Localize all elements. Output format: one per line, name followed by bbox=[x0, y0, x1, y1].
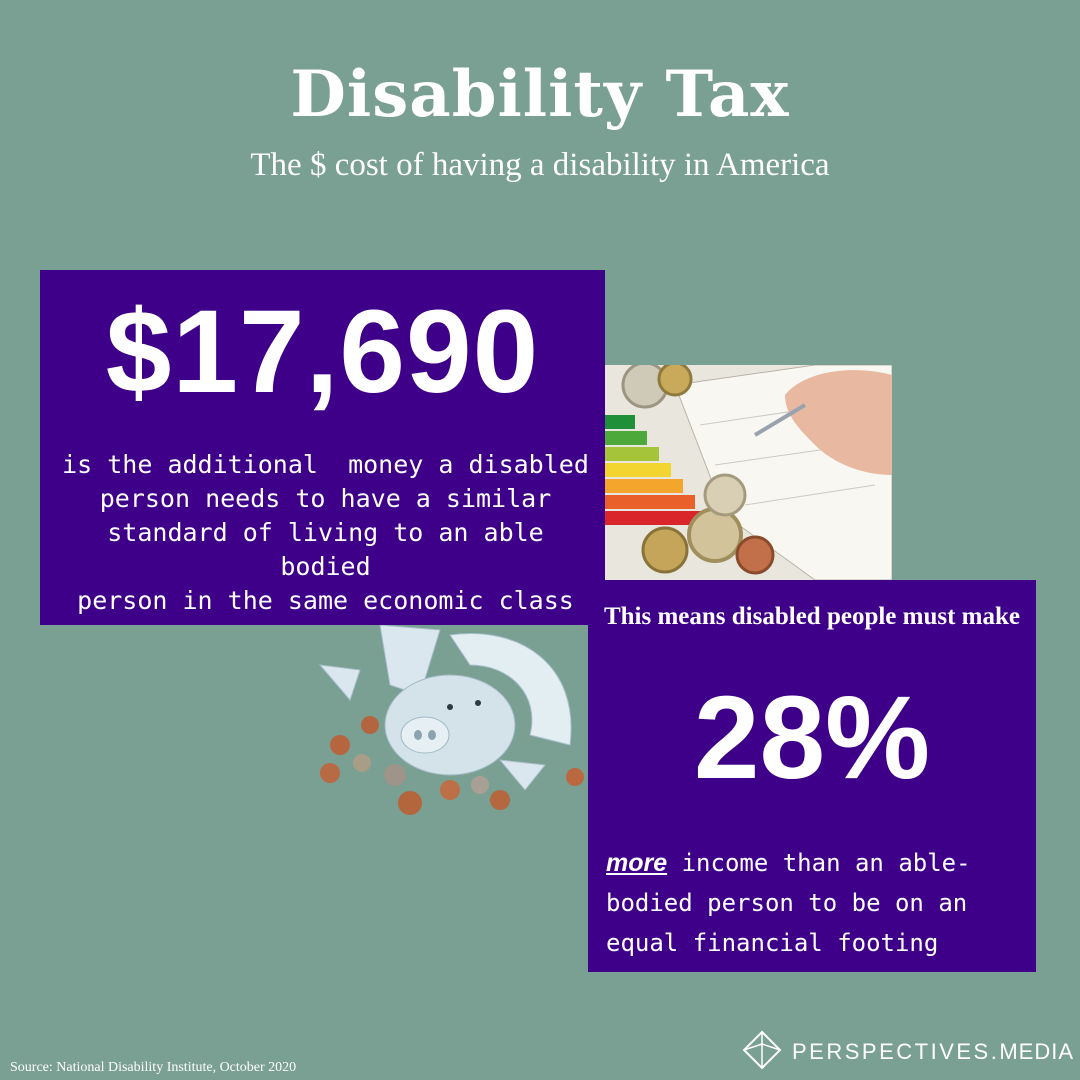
page-subtitle: The $ cost of having a disability in Ame… bbox=[250, 147, 830, 183]
income-percent: 28% bbox=[693, 672, 931, 804]
cost-amount: $17,690 bbox=[105, 286, 540, 418]
income-description-line: equal financial footing bbox=[606, 929, 939, 957]
diamond-logo-icon bbox=[742, 1030, 782, 1074]
income-line-rest: income than an able- bbox=[667, 849, 971, 877]
income-description: more income than an able- bodied person … bbox=[606, 843, 1026, 963]
more-emphasis: more bbox=[606, 849, 668, 877]
brand-prefix: PERSPECTIVES. bbox=[792, 1039, 1000, 1064]
source-citation: Source: National Disability Institute, O… bbox=[10, 1060, 297, 1075]
cost-description-line: person in the same economic class bbox=[77, 586, 574, 615]
broken-piggy-bank-image bbox=[300, 624, 592, 820]
cost-description-line: standard of living to an able bodied bbox=[107, 518, 544, 581]
page-title: Disability Tax bbox=[290, 57, 790, 132]
brand-logo: PERSPECTIVES.MEDIA bbox=[742, 1030, 1074, 1074]
income-card: This means disabled people must make 28%… bbox=[588, 580, 1036, 972]
cost-card: $17,690 is the additional money a disabl… bbox=[40, 270, 605, 625]
cost-description-line: is the additional money a disabled bbox=[62, 450, 589, 479]
income-intro: This means disabled people must make bbox=[603, 603, 1021, 630]
coins-energy-label-photo bbox=[605, 365, 892, 580]
cost-description: is the additional money a disabled perso… bbox=[58, 448, 593, 618]
brand-suffix: MEDIA bbox=[999, 1039, 1075, 1064]
brand-name: PERSPECTIVES.MEDIA bbox=[792, 1039, 1074, 1065]
income-description-line: more income than an able- bbox=[606, 843, 1026, 883]
cost-description-line: person needs to have a similar bbox=[99, 484, 552, 513]
income-description-line: bodied person to be on an bbox=[606, 889, 968, 917]
